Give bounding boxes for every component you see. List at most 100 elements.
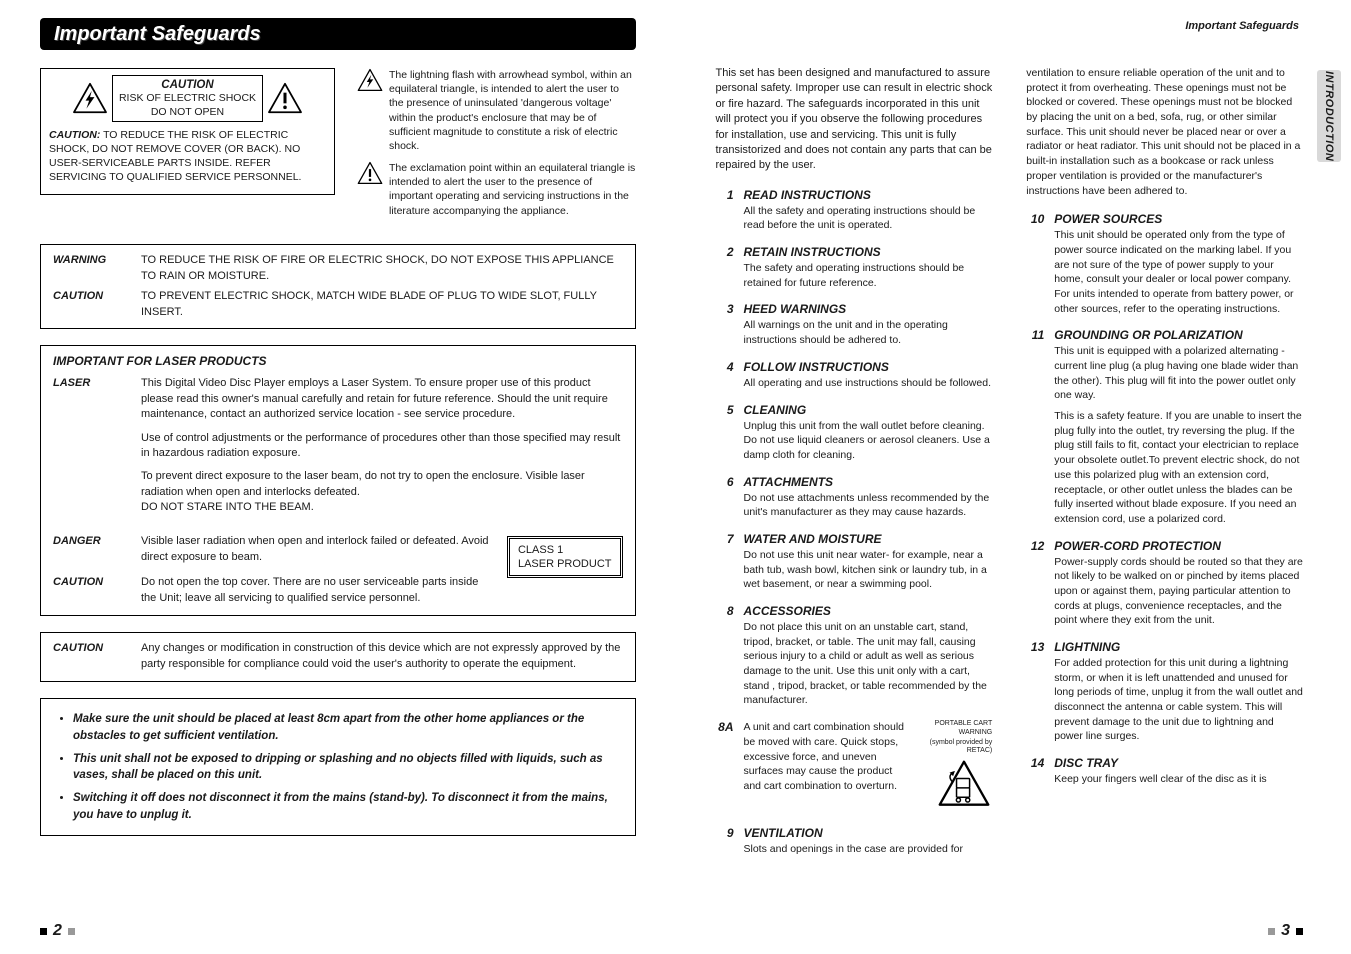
right-page: Important Safeguards INTRODUCTION This s… (676, 0, 1351, 954)
sg-num: 13 (1026, 640, 1044, 744)
square-icon (1296, 928, 1303, 935)
caution2-key: CAUTION (53, 575, 125, 607)
caution-plate-row: CAUTION RISK OF ELECTRIC SHOCK DO NOT OP… (40, 68, 636, 226)
excl-desc-row: The exclamation point within an equilate… (357, 161, 636, 218)
sg-text: This unit is equipped with a polarized a… (1054, 344, 1303, 403)
ventilation-contd: ventilation to ensure reliable operation… (1026, 66, 1303, 198)
col-2: ventilation to ensure reliable operation… (1026, 66, 1303, 868)
sg-body: ACCESSORIES Do not place this unit on an… (744, 604, 993, 708)
cart-cap1: PORTABLE CART WARNING (922, 720, 992, 737)
bolt-desc: The lightning flash with arrowhead symbo… (389, 68, 636, 153)
sg-num: 14 (1026, 756, 1044, 787)
cart-icon (936, 758, 992, 814)
sg-body: VENTILATION Slots and openings in the ca… (744, 826, 993, 857)
sg-body: ATTACHMENTS Do not use attachments unles… (744, 475, 993, 520)
sg-item: 12 POWER-CORD PROTECTION Power-supply co… (1026, 539, 1303, 628)
sg-title: CLEANING (744, 403, 993, 417)
square-icon (40, 928, 47, 935)
sg-num: 8A (716, 720, 734, 814)
sg-title: READ INSTRUCTIONS (744, 188, 993, 202)
sg-text: All warnings on the unit and in the oper… (744, 318, 993, 347)
page-number-right: 3 (1268, 922, 1303, 940)
danger-val: Visible laser radiation when open and in… (141, 534, 495, 566)
mod-row: CAUTION Any changes or modification in c… (53, 641, 623, 673)
sg-body: CLEANING Unplug this unit from the wall … (744, 403, 993, 463)
section-tab: INTRODUCTION (1317, 70, 1341, 162)
sg-body: READ INSTRUCTIONS All the safety and ope… (744, 188, 993, 233)
mod-key: CAUTION (53, 641, 125, 673)
sg-text: For added protection for this unit durin… (1054, 656, 1303, 744)
sg-title: POWER-CORD PROTECTION (1054, 539, 1303, 553)
banner-text: Important Safeguards (54, 23, 261, 46)
sg-body: HEED WARNINGS All warnings on the unit a… (744, 302, 993, 347)
caution-val: TO PREVENT ELECTRIC SHOCK, MATCH WIDE BL… (141, 289, 623, 321)
sg-body: DISC TRAY Keep your fingers well clear o… (1054, 756, 1303, 787)
plate-title: CAUTION (161, 79, 213, 91)
laser-key: LASER (53, 376, 125, 523)
warning-row: WARNING TO REDUCE THE RISK OF FIRE OR EL… (53, 253, 623, 285)
sg-num: 11 (1026, 328, 1044, 526)
sg-item: 2 RETAIN INSTRUCTIONS The safety and ope… (716, 245, 993, 290)
sg-body: RETAIN INSTRUCTIONS The safety and opera… (744, 245, 993, 290)
plate-line2: DO NOT OPEN (151, 106, 224, 118)
intro-text: This set has been designed and manufactu… (716, 66, 993, 174)
sg-item: 5 CLEANING Unplug this unit from the wal… (716, 403, 993, 463)
sg-num: 12 (1026, 539, 1044, 628)
caution2-row: CAUTION Do not open the top cover. There… (53, 575, 495, 607)
danger-key: DANGER (53, 534, 125, 566)
sg-text: Do not place this unit on an unstable ca… (744, 620, 993, 708)
plate-caption: CAUTION RISK OF ELECTRIC SHOCK DO NOT OP… (112, 75, 263, 122)
safeguard-columns: This set has been designed and manufactu… (716, 66, 1304, 868)
sg-text-extra: This is a safety feature. If you are una… (1054, 409, 1303, 527)
class1-badge: CLASS 1 LASER PRODUCT (507, 536, 623, 579)
class1-l1: CLASS 1 (518, 544, 563, 556)
sg-title: GROUNDING OR POLARIZATION (1054, 328, 1303, 342)
sg-title: FOLLOW INSTRUCTIONS (744, 360, 993, 374)
sg-body: POWER-CORD PROTECTION Power-supply cords… (1054, 539, 1303, 628)
plate-body: CAUTION: TO REDUCE THE RISK OF ELECTRIC … (49, 128, 326, 185)
sg-num: 8 (716, 604, 734, 708)
sg-item: 11 GROUNDING OR POLARIZATION This unit i… (1026, 328, 1303, 526)
exclamation-icon (267, 82, 303, 114)
sg-item: 14 DISC TRAY Keep your fingers well clea… (1026, 756, 1303, 787)
col-1: This set has been designed and manufactu… (716, 66, 993, 868)
sg-title: ATTACHMENTS (744, 475, 993, 489)
caution2-val: Do not open the top cover. There are no … (141, 575, 495, 607)
caution-key: CAUTION (53, 289, 125, 321)
sg-num: 9 (716, 826, 734, 857)
square-icon (68, 928, 75, 935)
laser-p1: This Digital Video Disc Player employs a… (141, 376, 623, 422)
sg-text: Power-supply cords should be routed so t… (1054, 555, 1303, 628)
laser-p3: To prevent direct exposure to the laser … (141, 469, 623, 515)
sg-item: 1 READ INSTRUCTIONS All the safety and o… (716, 188, 993, 233)
cart-figure: PORTABLE CART WARNING (symbol provided b… (922, 720, 992, 814)
sg-text: Keep your fingers well clear of the disc… (1054, 772, 1303, 787)
mod-val: Any changes or modification in construct… (141, 641, 623, 673)
sg-body: A unit and cart combination should be mo… (744, 720, 993, 814)
warning-box: WARNING TO REDUCE THE RISK OF FIRE OR EL… (40, 244, 636, 330)
sg-num: 10 (1026, 212, 1044, 316)
sg-num: 3 (716, 302, 734, 347)
laser-p2: Use of control adjustments or the perfor… (141, 431, 623, 462)
caution-plate: CAUTION RISK OF ELECTRIC SHOCK DO NOT OP… (40, 68, 335, 195)
bolt-desc-row: The lightning flash with arrowhead symbo… (357, 68, 636, 153)
sg-item: 4 FOLLOW INSTRUCTIONS All operating and … (716, 360, 993, 391)
sg-title: LIGHTNING (1054, 640, 1303, 654)
sg-title: VENTILATION (744, 826, 993, 840)
sg-text: Do not use this unit near water- for exa… (744, 548, 993, 592)
square-icon (1268, 928, 1275, 935)
sg-title: RETAIN INSTRUCTIONS (744, 245, 993, 259)
bullet-1: Make sure the unit should be placed at l… (73, 711, 619, 744)
page-number-left: 2 (40, 922, 75, 940)
sg-item-8a: 8A A unit and cart combination should be… (716, 720, 993, 814)
sg-title: HEED WARNINGS (744, 302, 993, 316)
warning-key: WARNING (53, 253, 125, 285)
sg-body: GROUNDING OR POLARIZATION This unit is e… (1054, 328, 1303, 526)
bullet-3: Switching it off does not disconnect it … (73, 790, 619, 823)
sg-text: The safety and operating instructions sh… (744, 261, 993, 290)
sg-text-8a: A unit and cart combination should be mo… (744, 720, 913, 793)
left-page: Important Safeguards CAUTION RISK OF ELE… (0, 0, 676, 954)
sg-item-9: 9 VENTILATION Slots and openings in the … (716, 826, 993, 857)
laser-val: This Digital Video Disc Player employs a… (141, 376, 623, 523)
warning-val: TO REDUCE THE RISK OF FIRE OR ELECTRIC S… (141, 253, 623, 285)
